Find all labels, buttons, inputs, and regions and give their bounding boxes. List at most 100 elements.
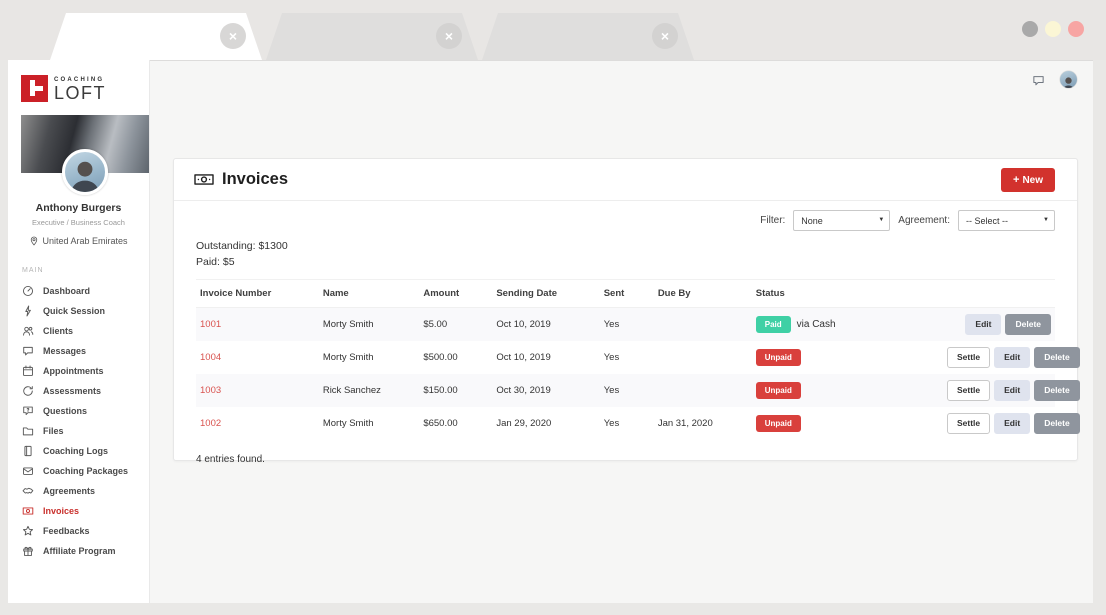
filter-select[interactable]: None [793, 210, 891, 231]
sidebar-item-messages[interactable]: Messages [8, 341, 149, 361]
sidebar-item-coaching-logs[interactable]: Coaching Logs [8, 441, 149, 461]
status-cell: Unpaid [752, 407, 939, 440]
window-control-maximize[interactable] [1045, 21, 1061, 37]
client-name-cell: Morty Smith [322, 417, 374, 429]
agreement-select[interactable]: -- Select -- [958, 210, 1055, 231]
due-by-cell: Jan 31, 2020 [657, 417, 713, 429]
sidebar-item-coaching-packages[interactable]: Coaching Packages [8, 461, 149, 481]
client-name-cell: Morty Smith [322, 318, 374, 330]
settle-button[interactable]: Settle [946, 346, 991, 368]
invoices-title-icon [194, 172, 214, 187]
actions-cell: Settle Edit Delete [939, 407, 1080, 440]
browser-tab-2[interactable]: × [266, 13, 478, 60]
paid-total: Paid: $5 [196, 256, 235, 269]
sidebar-item-quick-session[interactable]: Quick Session [8, 301, 149, 321]
sidebar-item-invoices[interactable]: Invoices [8, 501, 149, 521]
settle-button[interactable]: Settle [946, 379, 991, 401]
invoice-table-body: 1001 Morty Smith $5.00 Oct 10, 2019 Yes Paid v… [196, 307, 1080, 440]
column-header: Invoice Number [196, 278, 319, 308]
invoices-table: Invoice Number Name Amount Sending Date Sent… [196, 278, 1080, 440]
edit-button[interactable]: Edit [965, 313, 1002, 335]
delete-button[interactable]: Delete [1005, 313, 1051, 335]
browser-tab-3[interactable]: × [482, 13, 694, 60]
sidebar-item-label: Appointments [43, 366, 104, 376]
status-badge: Unpaid [755, 348, 801, 366]
sidebar-item-feedbacks[interactable]: Feedbacks [8, 521, 149, 541]
messages-icon[interactable] [1032, 74, 1045, 87]
users-icon [22, 325, 34, 337]
status-cell: Paid via Cash [752, 307, 939, 341]
sidebar-item-label: Coaching Packages [43, 466, 129, 476]
invoice-number-link[interactable]: 1004 [200, 351, 222, 363]
location-pin-icon [29, 236, 39, 246]
window-control-close[interactable] [1068, 21, 1084, 37]
profile-location: United Arab Emirates [8, 236, 149, 246]
logo-text-top: COACHING [54, 77, 105, 83]
sidebar-item-files[interactable]: Files [8, 421, 149, 441]
outstanding-total: Outstanding: $1300 [196, 240, 288, 252]
sent-cell: Yes [603, 318, 620, 330]
folder-icon [22, 425, 34, 437]
amount-cell: $150.00 [423, 384, 458, 396]
app-window: COACHING LOFT Anthony Burgers Executive … [8, 60, 1093, 603]
sent-cell: Yes [603, 417, 620, 429]
invoices-card: Invoices + New Filter: None ▼ Agreement: … [173, 158, 1080, 465]
invoice-number-cell: 1004 [196, 341, 319, 374]
sidebar-item-label: Messages [43, 346, 87, 356]
entries-count: 4 entries found. [196, 453, 265, 465]
delete-button[interactable]: Delete [1034, 346, 1080, 368]
column-header: Sending Date [492, 278, 600, 308]
table-row: 1003 Rick Sanchez $150.00 Oct 30, 2019 Yes Un… [196, 373, 1080, 407]
browser-tab-1[interactable]: × [50, 13, 262, 60]
question-icon [22, 405, 34, 417]
sending-date-cell: Oct 30, 2019 [496, 384, 551, 396]
invoice-number-link[interactable]: 1001 [200, 318, 222, 330]
sidebar-item-label: Files [43, 426, 64, 436]
sidebar-item-appointments[interactable]: Appointments [8, 361, 149, 381]
sidebar-item-questions[interactable]: Questions [8, 401, 149, 421]
client-name-cell: Morty Smith [322, 351, 374, 363]
brand-logo: COACHING LOFT [21, 75, 149, 102]
edit-button[interactable]: Edit [994, 346, 1031, 368]
sidebar-item-assessments[interactable]: Assessments [8, 381, 149, 401]
user-avatar-button[interactable] [1060, 71, 1077, 88]
new-invoice-button[interactable]: + New [1001, 168, 1055, 192]
sidebar-item-agreements[interactable]: Agreements [8, 481, 149, 501]
refresh-icon [22, 385, 34, 397]
calendar-icon [22, 365, 34, 377]
tab-close-icon[interactable]: × [652, 23, 678, 49]
banknote-icon [22, 505, 34, 517]
sidebar-item-dashboard[interactable]: Dashboard [8, 281, 149, 301]
actions-cell: Settle Edit Delete [939, 374, 1080, 407]
handshake-icon [22, 485, 34, 497]
edit-button[interactable]: Edit [994, 412, 1031, 434]
tab-close-icon[interactable]: × [220, 23, 246, 49]
status-badge: Paid [755, 315, 791, 333]
amount-cell: $500.00 [423, 351, 458, 363]
invoice-number-cell: 1002 [196, 407, 319, 440]
window-control-minimize[interactable] [1022, 21, 1038, 37]
delete-button[interactable]: Delete [1034, 379, 1080, 401]
amount-cell: $5.00 [423, 318, 448, 330]
sidebar: COACHING LOFT Anthony Burgers Executive … [8, 60, 150, 603]
column-header: Sent [599, 278, 654, 308]
edit-button[interactable]: Edit [994, 379, 1031, 401]
card-header: Invoices + New [174, 159, 1077, 201]
tab-close-icon[interactable]: × [436, 23, 462, 49]
sidebar-item-label: Quick Session [43, 306, 106, 316]
sidebar-menu: Dashboard Quick Session Clients Messages App… [8, 281, 149, 561]
new-invoice-label: New [1022, 175, 1043, 186]
sent-cell: Yes [603, 384, 620, 396]
sending-date-cell: Oct 10, 2019 [496, 351, 551, 363]
status-cell: Unpaid [752, 374, 939, 407]
delete-button[interactable]: Delete [1034, 412, 1080, 434]
agreement-label: Agreement: [898, 215, 950, 226]
sidebar-item-clients[interactable]: Clients [8, 321, 149, 341]
invoice-number-link[interactable]: 1002 [200, 417, 222, 429]
settle-button[interactable]: Settle [946, 412, 991, 434]
sidebar-item-label: Clients [43, 326, 74, 336]
sidebar-item-affiliate-program[interactable]: Affiliate Program [8, 541, 149, 561]
plus-icon: + [1013, 174, 1020, 186]
envelope-icon [22, 465, 34, 477]
invoice-number-link[interactable]: 1003 [200, 384, 222, 396]
